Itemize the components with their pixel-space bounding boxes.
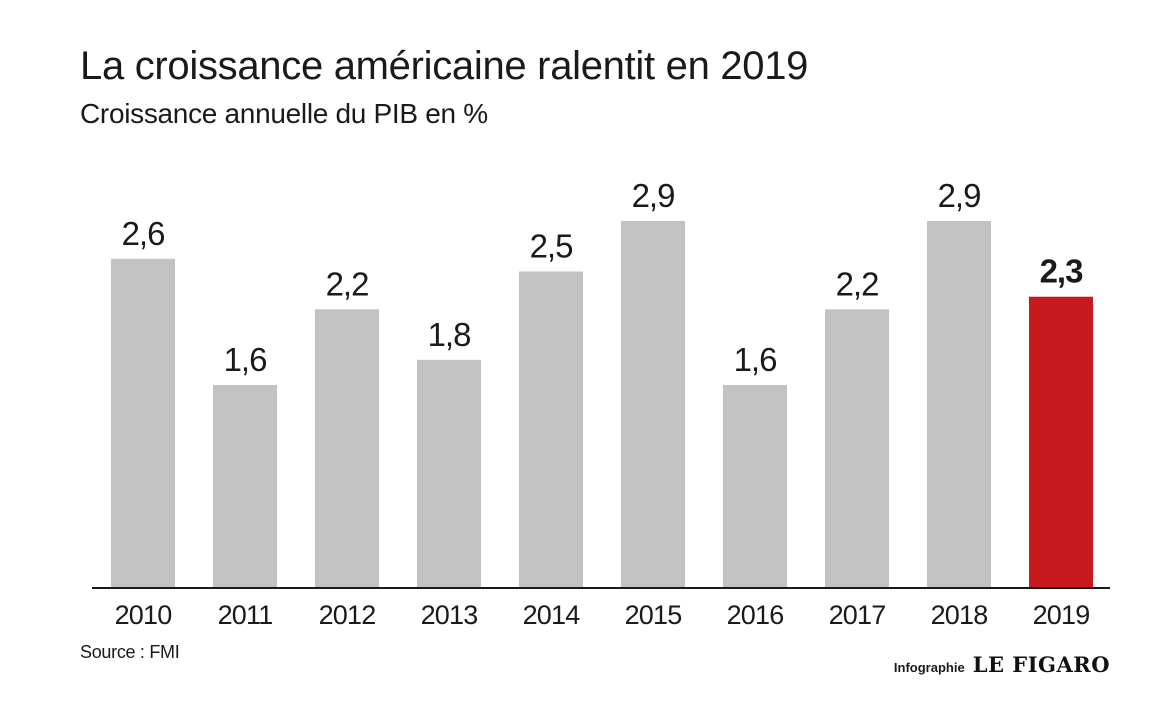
value-label-2015: 2,9 (632, 177, 675, 214)
value-label-2011: 1,6 (224, 341, 267, 378)
bar-2012 (315, 309, 379, 587)
x-tick-label-2013: 2013 (421, 600, 478, 630)
value-label-2013: 1,8 (428, 316, 471, 353)
chart-title: La croissance américaine ralentit en 201… (80, 44, 809, 88)
bar-2017 (825, 309, 889, 587)
value-label-2016: 1,6 (734, 341, 777, 378)
bar-2018 (927, 221, 991, 587)
x-tick-label-2019: 2019 (1033, 600, 1090, 630)
chart-subtitle: Croissance annuelle du PIB en % (80, 98, 488, 129)
value-label-2019: 2,3 (1040, 253, 1084, 290)
x-tick-label-2010: 2010 (115, 600, 172, 630)
brand-logo: LE FIGARO (972, 652, 1110, 677)
bar-2010 (111, 258, 175, 587)
bar-2016 (723, 385, 787, 587)
value-label-2018: 2,9 (938, 177, 981, 214)
x-tick-label-2015: 2015 (625, 600, 682, 630)
value-label-2014: 2,5 (530, 227, 573, 264)
x-tick-label-2014: 2014 (523, 600, 581, 630)
x-tick-label-2011: 2011 (218, 600, 273, 630)
bar-2014 (519, 271, 583, 587)
value-label-2012: 2,2 (326, 265, 369, 302)
credit-prefix: Infographie (893, 660, 965, 675)
value-label-2010: 2,6 (122, 215, 165, 252)
bar-2011 (213, 385, 277, 587)
bar-2019 (1029, 296, 1093, 587)
credit: Infographie LE FIGARO (894, 652, 1110, 677)
bar-2013 (417, 359, 481, 587)
value-label-2017: 2,2 (836, 265, 879, 302)
source-note: Source : FMI (80, 642, 180, 662)
x-tick-label-2012: 2012 (319, 600, 376, 630)
x-tick-label-2018: 2018 (931, 600, 988, 630)
x-tick-label-2017: 2017 (829, 600, 886, 630)
bar-2015 (621, 221, 685, 587)
x-tick-label-2016: 2016 (727, 600, 784, 630)
